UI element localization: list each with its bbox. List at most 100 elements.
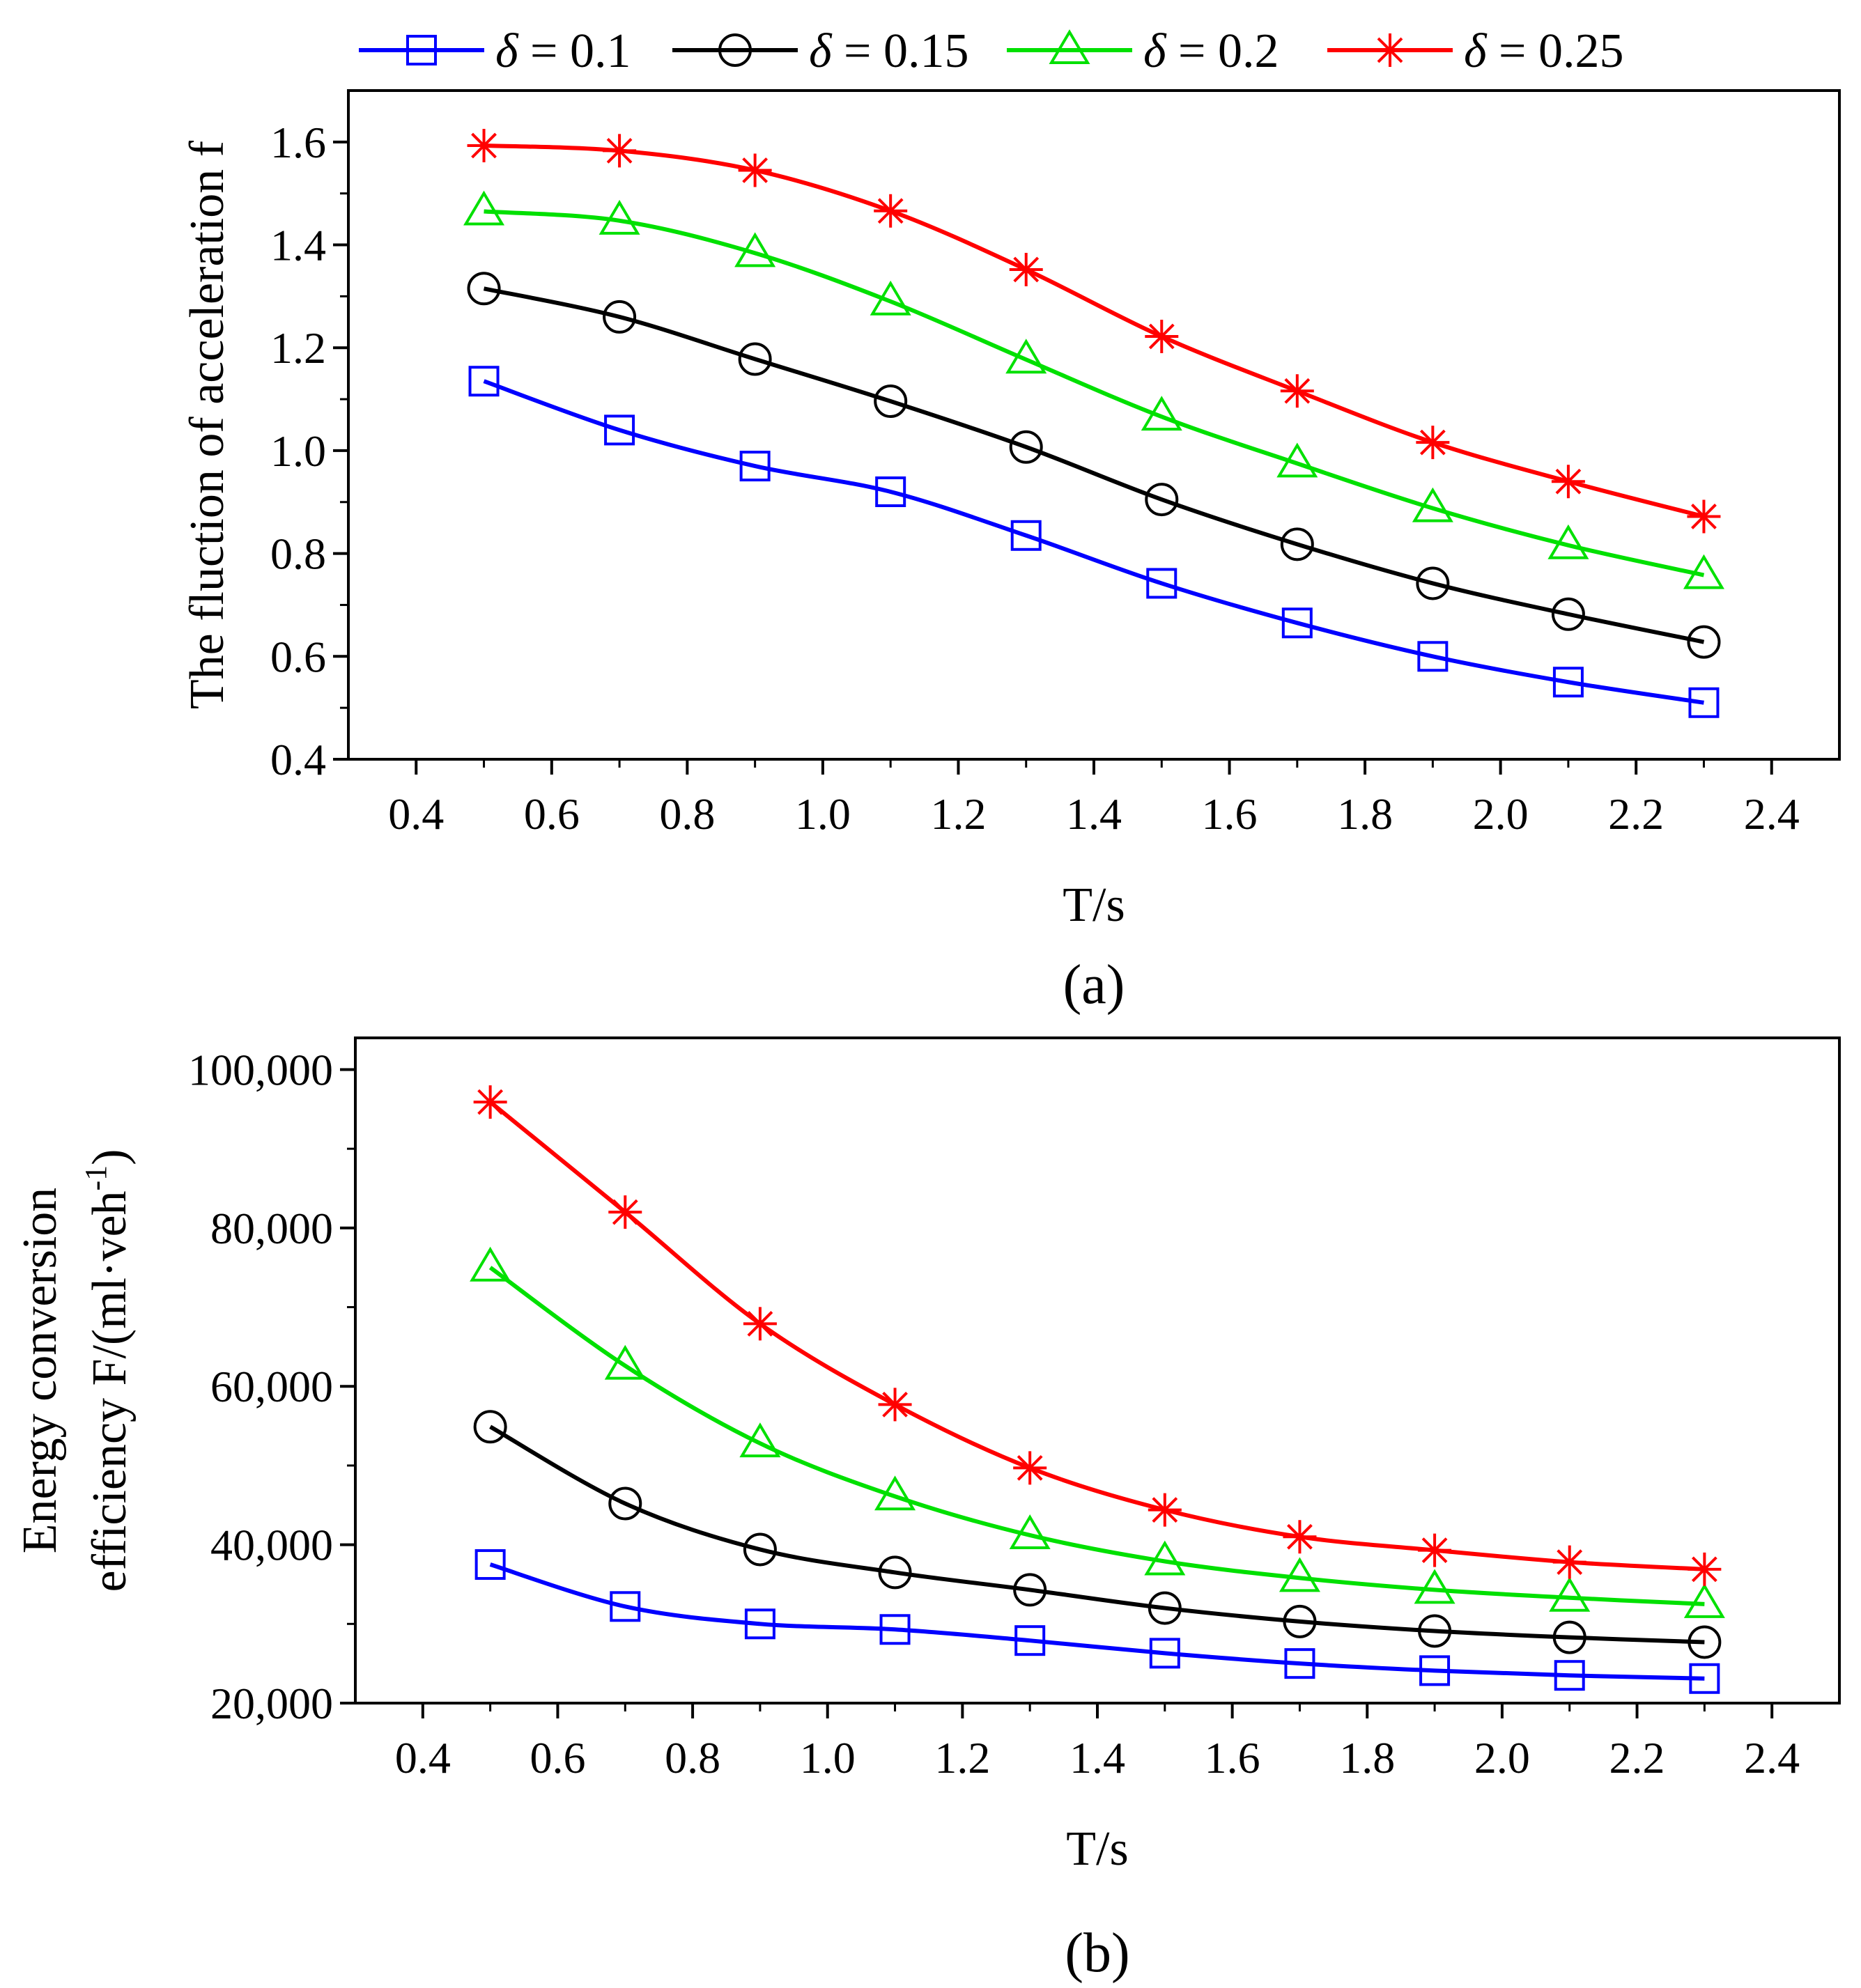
y-tick-label: 20,000 — [210, 1679, 333, 1728]
data-point — [1009, 252, 1043, 286]
legend-label: δ = 0.2 — [1143, 24, 1279, 78]
legend-marker-asterisk — [1373, 33, 1407, 67]
asterisk-stroke — [747, 1311, 773, 1337]
data-point — [470, 1246, 511, 1282]
asterisk-stroke — [612, 1199, 638, 1225]
y-axis-title-text: efficiency F/(ml·veh — [83, 1190, 137, 1592]
y-tick-label: 80,000 — [210, 1204, 333, 1253]
legend-item: δ = 0.1 — [359, 24, 631, 78]
legend-symbol: δ — [1143, 24, 1167, 78]
y-tick-label: 100,000 — [188, 1045, 333, 1094]
x-tick-label: 1.2 — [934, 1733, 990, 1783]
data-point — [1148, 1591, 1182, 1625]
asterisk-stroke — [477, 1089, 504, 1115]
data-point — [734, 232, 776, 267]
y-tick-label: 0.4 — [270, 735, 326, 784]
legend-item: δ = 0.2 — [1007, 24, 1279, 78]
data-point — [739, 1422, 781, 1458]
data-point — [1688, 687, 1720, 718]
data-point — [874, 1475, 916, 1511]
data-point — [1005, 339, 1047, 374]
data-point — [743, 1307, 777, 1341]
data-point — [604, 414, 635, 446]
data-point — [1552, 1545, 1586, 1579]
data-point — [603, 300, 637, 334]
data-point — [1148, 1493, 1182, 1527]
data-point — [1279, 1557, 1320, 1592]
asterisk-stroke — [877, 198, 904, 224]
data-point — [1416, 566, 1450, 600]
legend-symbol: δ — [495, 24, 519, 78]
series-line — [484, 209, 1705, 577]
data-point — [1283, 1604, 1317, 1638]
data-point — [738, 342, 772, 376]
y-axis-title: The fluction of acceleration f — [180, 140, 234, 709]
series-line — [483, 286, 1705, 644]
asterisk-stroke — [1148, 323, 1175, 350]
asterisk-stroke — [1691, 504, 1717, 529]
data-point — [1276, 442, 1318, 478]
data-point — [1688, 1625, 1722, 1659]
data-point — [1552, 667, 1584, 698]
data-point — [1551, 597, 1585, 631]
data-point — [1145, 483, 1179, 517]
chart-b: 0.4 0.6 0.8 1.0 1.2 1.4 1.6 1.8 2.0 2.2 2.4 20,000 4… — [13, 1036, 1841, 1984]
legend-value: 0.1 — [570, 24, 631, 78]
asterisk-stroke — [471, 132, 497, 159]
data-point — [1551, 465, 1585, 499]
data-point — [608, 1486, 642, 1521]
legend-label: δ = 0.15 — [809, 24, 969, 78]
x-tick-label: 0.4 — [388, 789, 444, 839]
data-point — [603, 134, 637, 168]
data-point — [1552, 1620, 1586, 1654]
asterisk-stroke — [1377, 37, 1403, 63]
legend-marker-square — [406, 35, 437, 65]
series-4 — [467, 129, 1721, 534]
caption: (a) — [1063, 954, 1125, 1016]
x-tick-label: 1.4 — [1070, 1733, 1125, 1783]
series-line — [488, 1100, 1705, 1571]
asterisk-stroke — [1419, 429, 1446, 456]
y-tick-label: 1.2 — [270, 323, 326, 373]
legend-value: 0.25 — [1538, 24, 1624, 78]
data-point — [474, 1549, 506, 1581]
y-tick-label: 1.6 — [270, 118, 326, 167]
data-point — [1418, 1533, 1452, 1567]
data-point — [1554, 1660, 1585, 1691]
asterisk-stroke — [1152, 1497, 1178, 1523]
asterisk-stroke — [606, 138, 633, 164]
data-point — [1688, 1552, 1722, 1586]
x-tick-label: 2.0 — [1473, 789, 1529, 839]
data-point — [604, 1344, 646, 1380]
x-tick-label: 0.6 — [530, 1733, 585, 1783]
data-point — [1009, 1514, 1051, 1549]
data-point — [1009, 430, 1043, 464]
asterisk-stroke — [742, 157, 769, 183]
data-point — [1010, 520, 1042, 551]
asterisk-stroke — [882, 1392, 908, 1418]
data-point — [1547, 524, 1589, 559]
data-point — [738, 153, 772, 187]
data-point — [1141, 396, 1182, 431]
data-point — [1414, 1569, 1455, 1604]
legend-eq: = — [518, 24, 570, 78]
data-point — [468, 366, 500, 397]
data-point — [1416, 426, 1450, 460]
legend-marker-triangle — [1049, 29, 1090, 64]
series-1 — [468, 366, 1720, 718]
x-tick-label: 0.6 — [524, 789, 580, 839]
series-1 — [474, 1549, 1720, 1694]
data-point — [739, 451, 771, 482]
data-point — [879, 1614, 911, 1645]
y-tick-label: 0.8 — [270, 529, 326, 579]
asterisk-stroke — [1421, 1537, 1448, 1563]
x-tick-label: 1.0 — [795, 789, 851, 839]
asterisk-stroke — [1557, 1549, 1583, 1576]
y-tick-label: 1.0 — [270, 426, 326, 476]
x-axis-title: T/s — [1066, 1822, 1128, 1876]
data-point — [467, 129, 501, 163]
data-point — [878, 1555, 912, 1590]
asterisk-stroke — [1287, 1523, 1313, 1550]
data-point — [1145, 319, 1179, 353]
